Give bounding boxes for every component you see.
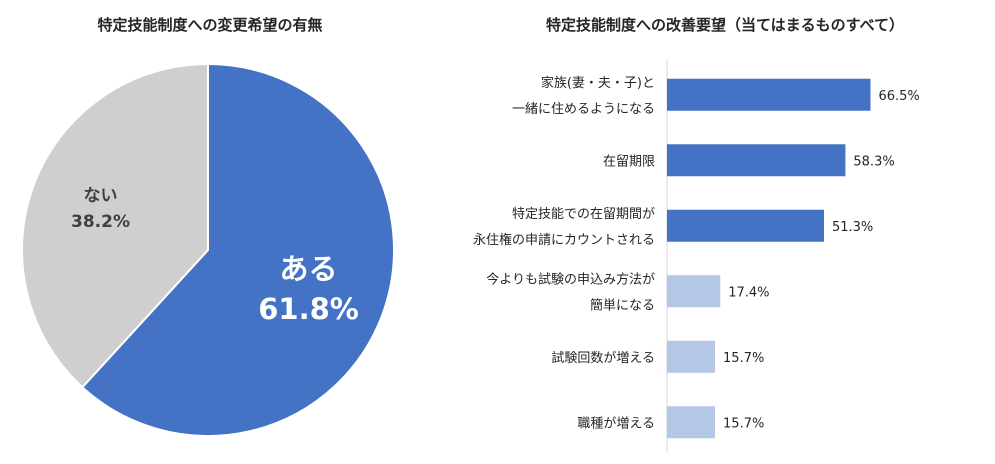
pie-slice-1 xyxy=(21,62,209,389)
bar-value-label-5: 15.7% xyxy=(723,416,764,431)
bar-chart-title: 特定技能制度への改善要望（当てはまるものすべて） xyxy=(545,16,905,34)
bar-category-label-2-1: 永住権の申請にカウントされる xyxy=(473,232,655,248)
bar-0 xyxy=(667,78,871,111)
bar-category-label-5-0: 職種が増える xyxy=(577,415,655,431)
bar-category-label-1-0: 在留期限 xyxy=(603,154,655,169)
bar-value-label-1: 58.3% xyxy=(853,154,894,169)
bar-category-label-4-0: 試験回数が増える xyxy=(551,350,655,366)
bar-category-label-0-0: 家族(妻・夫・子)と xyxy=(541,75,655,91)
bar-5 xyxy=(667,406,716,439)
pie-slice-value-label-0: 61.8% xyxy=(258,292,359,326)
pie-slice-label-1: ない xyxy=(84,186,118,206)
bar-value-label-3: 17.4% xyxy=(728,285,769,300)
bar-category-label-0-1: 一緒に住めるようになる xyxy=(512,102,655,117)
bar-value-label-2: 51.3% xyxy=(832,220,873,235)
bar-chart: 66.5% 家族(妻・夫・子)と一緒に住めるようになる 58.3% 在留期限 51.3%… xyxy=(420,40,995,460)
pie-chart-title: 特定技能制度への変更希望の有無 xyxy=(97,16,323,34)
pie-slice-0 xyxy=(80,62,395,437)
pie-slice-label-0: ある xyxy=(280,252,338,286)
bar-category-label-3-0: 今よりも試験の申込み方法が xyxy=(486,271,655,287)
pie-slice-value-label-1: 38.2% xyxy=(71,212,130,232)
bar-category-label-2-0: 特定技能での在留期間が xyxy=(512,207,655,222)
bar-value-label-4: 15.7% xyxy=(723,351,764,366)
pie-chart-svg: ある 61.8% ない 38.2% xyxy=(21,62,395,437)
bar-2 xyxy=(667,209,824,242)
pie-chart: ある 61.8% ない 38.2% xyxy=(0,40,420,460)
bar-value-label-0: 66.5% xyxy=(878,89,919,104)
bar-1 xyxy=(667,144,846,177)
bar-4 xyxy=(667,340,716,373)
bar-category-label-3-1: 簡単になる xyxy=(590,297,655,313)
bar-3 xyxy=(667,275,721,308)
